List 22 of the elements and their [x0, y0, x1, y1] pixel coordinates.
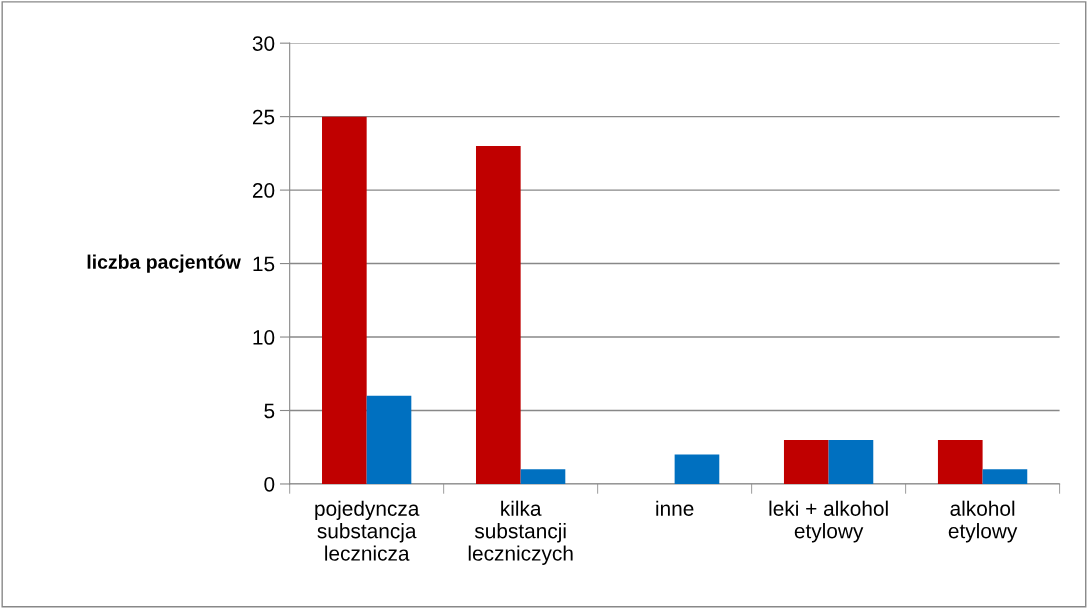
bar	[937, 439, 983, 484]
bar	[982, 469, 1028, 484]
bar	[476, 146, 521, 484]
y-tick-label: 0	[264, 476, 275, 492]
x-tick-label: leki + alkohol etylowy	[769, 500, 888, 543]
bar	[828, 439, 874, 484]
x-tick-label: pojedyncza substancja lecznicza	[315, 500, 420, 561]
y-tick-label: 30	[252, 36, 275, 51]
x-tick-label: alkohol etylowy	[948, 500, 1018, 543]
bar	[674, 454, 720, 484]
y-tick-label: 25	[252, 109, 275, 125]
x-tick-label: inne	[656, 500, 694, 516]
bar	[322, 116, 367, 484]
y-tick-label: 15	[253, 256, 275, 272]
y-tick-label: 5	[264, 403, 275, 419]
bar	[520, 469, 566, 484]
bar	[366, 395, 412, 484]
y-tick-label: 20	[252, 183, 275, 198]
y-axis-title: liczba pacjentów	[87, 254, 241, 273]
y-tick-label: 10	[253, 330, 275, 345]
bar	[783, 439, 829, 484]
x-tick-label: kilka substancji leczniczych	[468, 500, 573, 565]
